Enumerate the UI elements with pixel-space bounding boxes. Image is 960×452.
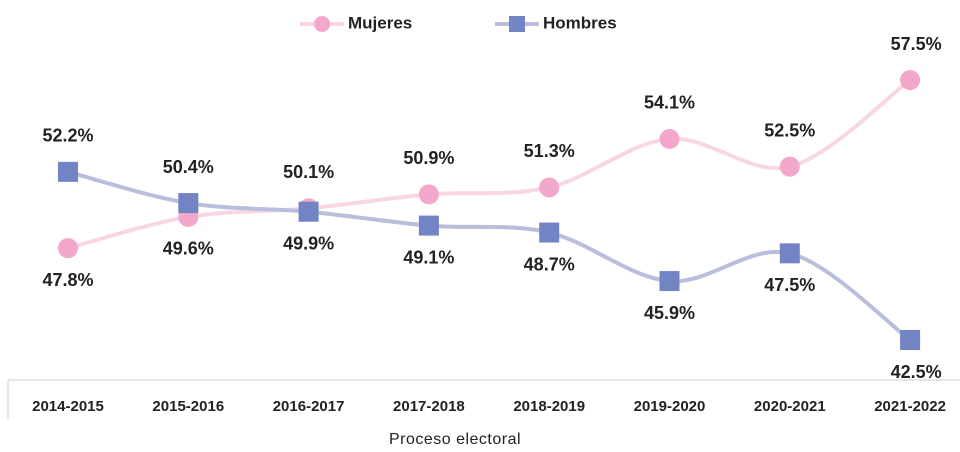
legend-marker: [509, 16, 525, 32]
data-label: 50.4%: [163, 157, 214, 177]
x-tick-label: 2018-2019: [513, 398, 585, 415]
data-label: 51.3%: [524, 141, 575, 161]
data-label: 47.5%: [764, 275, 815, 295]
marker: [58, 161, 78, 182]
x-tick-label: 2014-2015: [32, 398, 104, 415]
x-tick-label: 2017-2018: [393, 398, 465, 415]
data-label: 50.1%: [283, 162, 334, 182]
data-label: 49.1%: [403, 247, 454, 267]
marker: [178, 193, 199, 214]
x-tick-label: 2016-2017: [273, 398, 345, 415]
x-tick-label: 2021-2022: [874, 398, 946, 415]
x-tick-label: 2015-2016: [152, 398, 224, 415]
marker: [659, 128, 680, 149]
marker: [779, 243, 800, 264]
legend-label: Hombres: [543, 13, 617, 32]
marker: [900, 70, 921, 90]
data-label: 49.6%: [163, 239, 214, 259]
marker: [900, 330, 921, 350]
x-axis-title: Proceso electoral: [389, 431, 521, 448]
data-label: 52.2%: [42, 126, 93, 146]
x-tick-label: 2019-2020: [634, 398, 706, 415]
marker: [58, 238, 78, 259]
x-tick-label: 2020-2021: [754, 398, 826, 415]
data-label: 50.9%: [403, 148, 454, 168]
marker: [659, 271, 680, 292]
legend-label: Mujeres: [348, 13, 412, 32]
data-label: 49.9%: [283, 233, 334, 253]
marker: [539, 177, 560, 198]
marker: [539, 222, 560, 243]
data-label: 45.9%: [644, 303, 695, 323]
marker: [418, 184, 439, 205]
data-label: 48.7%: [524, 254, 575, 274]
marker: [779, 156, 800, 177]
marker: [418, 215, 439, 236]
data-label: 52.5%: [764, 120, 815, 140]
marker: [298, 201, 319, 222]
data-label: 57.5%: [891, 34, 942, 54]
data-label: 42.5%: [891, 362, 942, 382]
data-label: 54.1%: [644, 93, 695, 113]
legend-marker: [314, 16, 330, 32]
data-label: 47.8%: [42, 270, 93, 290]
